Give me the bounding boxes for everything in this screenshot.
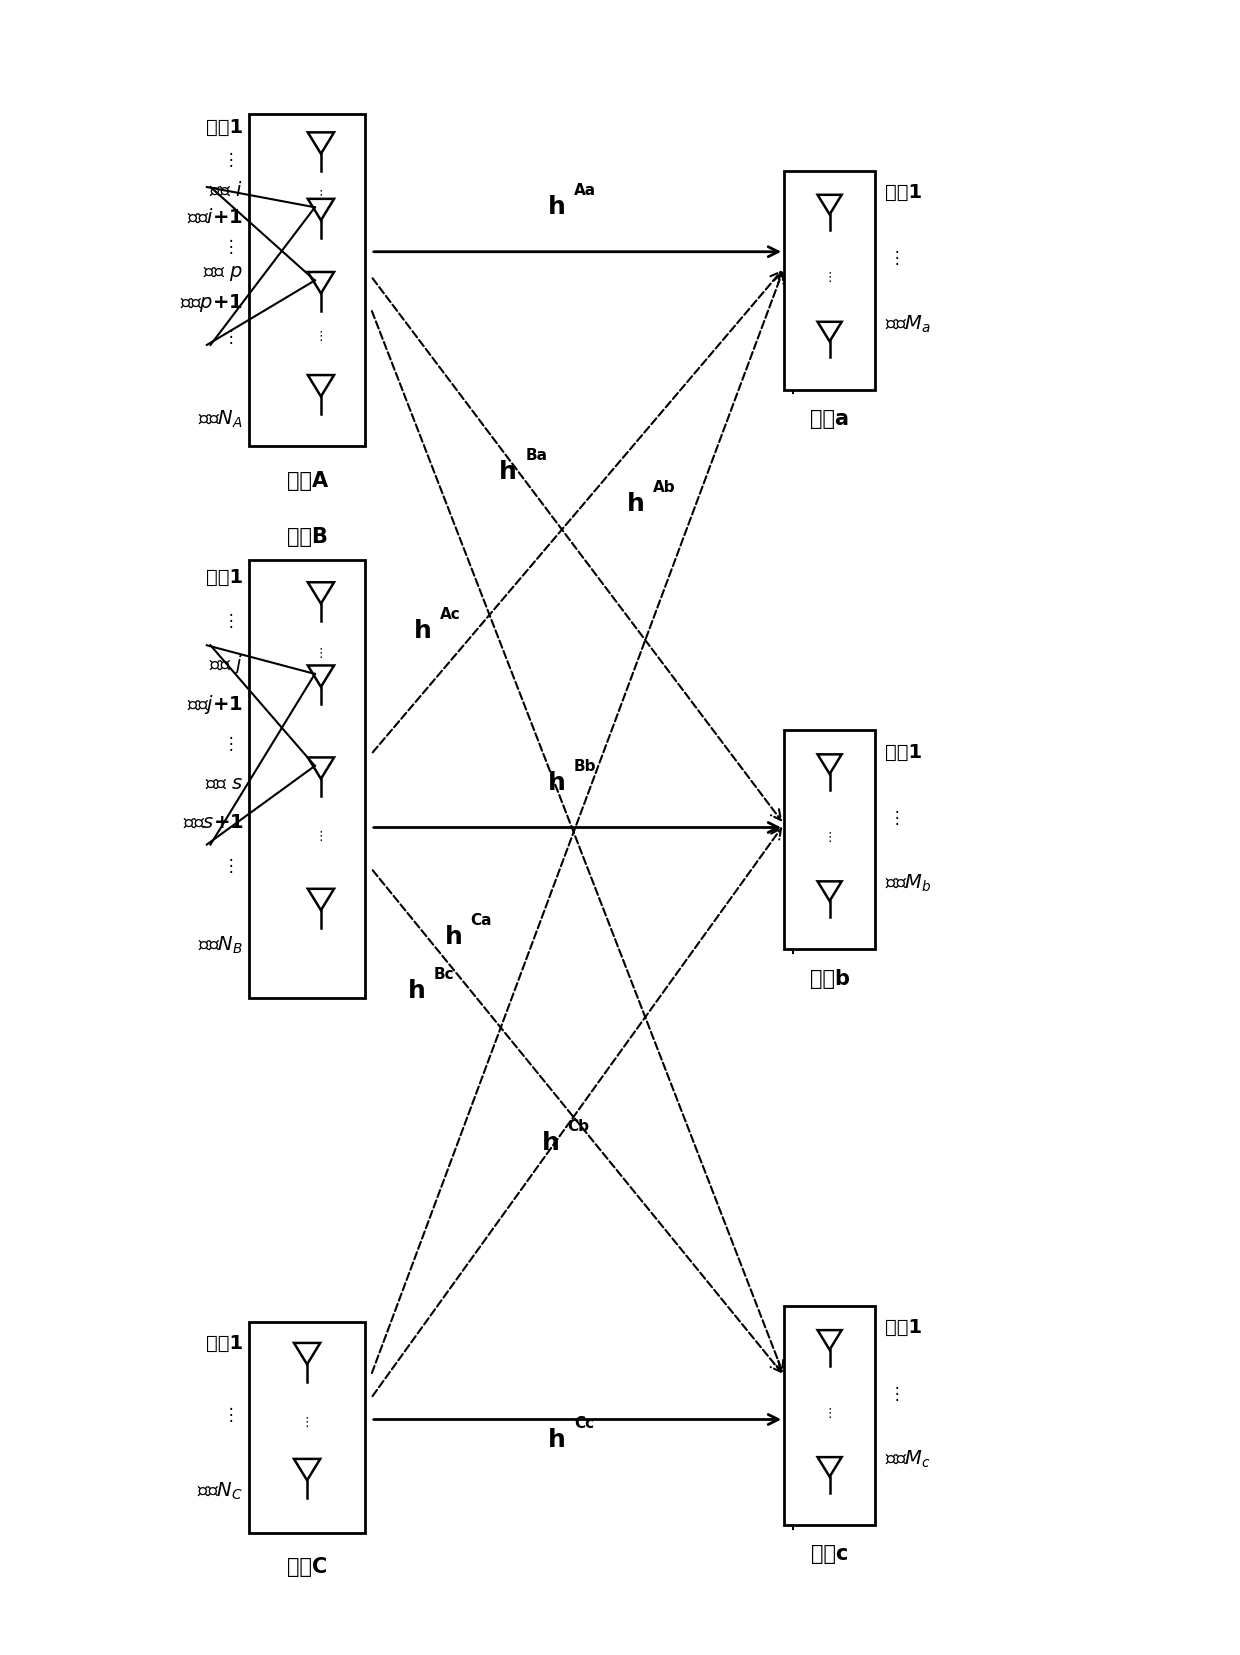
Text: ⋮: ⋮ (223, 735, 239, 753)
Text: 基站A: 基站A (286, 470, 327, 490)
Text: ⋮: ⋮ (223, 1407, 239, 1423)
Bar (784, 1306, 875, 1524)
Text: $\mathbf{h}$: $\mathbf{h}$ (407, 978, 425, 1003)
Text: 天线$N_C$: 天线$N_C$ (197, 1480, 243, 1501)
Text: 天线 $i$: 天线 $i$ (210, 180, 243, 200)
Text: Bb: Bb (574, 760, 596, 775)
Text: 天线$M_c$: 天线$M_c$ (885, 1448, 931, 1470)
Bar (249, 559, 365, 998)
Text: 天线1: 天线1 (885, 184, 923, 202)
Bar (784, 730, 875, 948)
Text: $\mathbf{h}$: $\mathbf{h}$ (444, 925, 461, 948)
Text: 天线1: 天线1 (206, 1334, 243, 1352)
Text: Aa: Aa (574, 184, 596, 199)
Text: Cb: Cb (568, 1119, 590, 1134)
Text: Ac: Ac (440, 606, 461, 622)
Text: Ca: Ca (470, 914, 492, 928)
Text: ⋮: ⋮ (315, 829, 327, 842)
Text: ⋮: ⋮ (889, 1385, 905, 1402)
Text: 天线$M_b$: 天线$M_b$ (885, 872, 931, 894)
Text: $\mathbf{h}$: $\mathbf{h}$ (547, 195, 565, 218)
Bar (249, 1322, 365, 1533)
Text: 用户a: 用户a (810, 409, 849, 429)
Text: $\mathbf{h}$: $\mathbf{h}$ (498, 460, 516, 483)
Text: 天线 $p$: 天线 $p$ (203, 263, 243, 283)
Text: 天线$N_A$: 天线$N_A$ (198, 409, 243, 430)
Text: ⋮: ⋮ (223, 328, 239, 346)
Text: 天线$i$+1: 天线$i$+1 (187, 207, 243, 227)
Bar (249, 114, 365, 447)
Text: ⋮: ⋮ (315, 331, 327, 343)
Text: 天线1: 天线1 (206, 118, 243, 137)
Text: 天线$M_a$: 天线$M_a$ (885, 313, 931, 334)
Text: 天线$s$+1: 天线$s$+1 (182, 813, 243, 832)
Text: 用户c: 用户c (811, 1544, 848, 1564)
Text: 天线 $s$: 天线 $s$ (205, 775, 243, 793)
Text: $\mathbf{h}$: $\mathbf{h}$ (541, 1130, 559, 1155)
Text: ⋮: ⋮ (889, 809, 905, 828)
Text: 用户b: 用户b (810, 968, 849, 988)
Text: ⋮: ⋮ (301, 1415, 314, 1428)
Text: ⋮: ⋮ (315, 647, 327, 660)
Text: ⋮: ⋮ (823, 831, 836, 844)
Text: 天线$j$+1: 天线$j$+1 (187, 693, 243, 717)
Text: 天线1: 天线1 (206, 568, 243, 588)
Text: ⋮: ⋮ (823, 271, 836, 285)
Text: ⋮: ⋮ (223, 151, 239, 169)
Text: 天线1: 天线1 (885, 743, 923, 761)
Text: 天线$N_B$: 天线$N_B$ (198, 935, 243, 957)
Text: ⋮: ⋮ (315, 189, 327, 202)
Text: $\mathbf{h}$: $\mathbf{h}$ (413, 619, 432, 642)
Text: ⋮: ⋮ (223, 857, 239, 875)
Text: ⋮: ⋮ (223, 612, 239, 631)
Text: 基站B: 基站B (286, 526, 327, 546)
Text: $\mathbf{h}$: $\mathbf{h}$ (547, 771, 565, 794)
Text: ⋮: ⋮ (889, 250, 905, 266)
Text: 天线$p$+1: 天线$p$+1 (180, 293, 243, 314)
Text: Bc: Bc (434, 967, 455, 981)
Text: Ba: Ba (526, 447, 547, 462)
Text: 天线 $j$: 天线 $j$ (210, 654, 243, 677)
Text: 天线1: 天线1 (885, 1319, 923, 1337)
Text: $\mathbf{h}$: $\mathbf{h}$ (626, 492, 644, 516)
Text: ⋮: ⋮ (223, 238, 239, 257)
Bar (784, 170, 875, 389)
Text: 基站C: 基站C (286, 1557, 327, 1577)
Text: $\mathbf{h}$: $\mathbf{h}$ (547, 1428, 565, 1451)
Text: Ab: Ab (652, 480, 676, 495)
Text: ⋮: ⋮ (823, 1407, 836, 1420)
Text: Cc: Cc (574, 1415, 594, 1432)
